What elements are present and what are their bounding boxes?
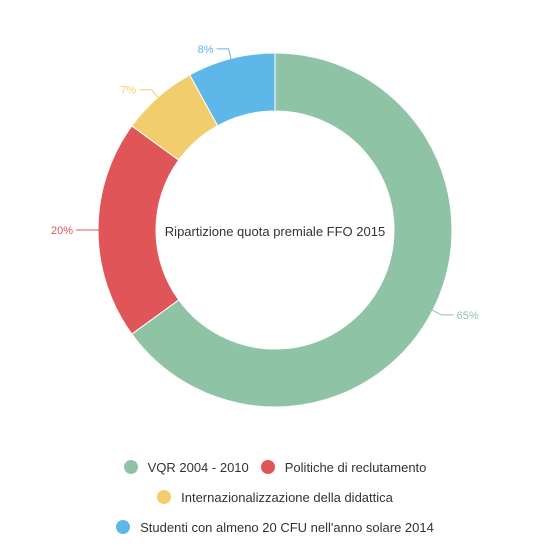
slice-value-label: 7%	[120, 85, 136, 97]
slice-value-label: 65%	[457, 310, 479, 322]
slice-connector-line	[216, 48, 232, 60]
legend-dot-icon	[123, 460, 138, 474]
legend-label: Studenti con almeno 20 CFU nell'anno sol…	[140, 519, 434, 535]
chart-legend: VQR 2004 - 2010 Politiche di reclutament…	[0, 452, 550, 542]
legend-label: Internazionalizzazione della didattica	[181, 489, 393, 505]
legend-item-studenti[interactable]: Studenti con almeno 20 CFU nell'anno sol…	[116, 520, 434, 535]
slice-connector-line	[431, 309, 454, 316]
legend-item-internazionalizzazione[interactable]: Internazionalizzazione della didattica	[157, 490, 393, 505]
legend-label: VQR 2004 - 2010	[147, 459, 249, 475]
legend-dot-icon	[116, 520, 131, 534]
slice-vqr[interactable]	[131, 52, 453, 408]
chart-svg: 65% 20% 7% 8% Ripartizione quota premiale F…	[51, 44, 479, 408]
legend-row: VQR 2004 - 2010 Politiche di reclutament…	[0, 452, 550, 482]
legend-dot-icon	[260, 460, 275, 474]
legend-row: Studenti con almeno 20 CFU nell'anno sol…	[0, 512, 550, 542]
legend-item-reclutamento[interactable]: Politiche di reclutamento	[260, 459, 427, 475]
slice-connector-line	[139, 89, 159, 99]
legend-row: Internazionalizzazione della didattica	[0, 482, 550, 512]
legend-label: Politiche di reclutamento	[284, 459, 427, 475]
slice-studenti[interactable]	[189, 52, 276, 127]
slice-value-label: 8%	[198, 44, 214, 56]
legend-item-vqr[interactable]: VQR 2004 - 2010	[123, 459, 249, 475]
chart-title: Ripartizione quota premiale FFO 2015	[165, 224, 385, 239]
slice-value-label: 20%	[51, 225, 73, 237]
donut-chart: 65% 20% 7% 8% Ripartizione quota premiale F…	[51, 44, 479, 408]
legend-dot-icon	[157, 490, 172, 504]
